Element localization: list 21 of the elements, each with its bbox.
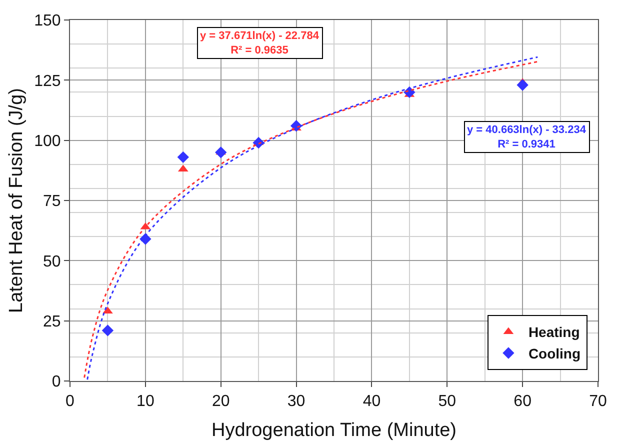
x-tick-label: 30 [287, 393, 306, 410]
x-tick-label: 70 [589, 393, 607, 410]
y-tick-label: 25 [43, 313, 61, 330]
y-axis-title: Latent Heat of Fusion (J/g) [6, 88, 27, 313]
x-tick-label: 60 [514, 393, 532, 410]
y-tick-label: 0 [52, 374, 61, 391]
x-tick-label: 20 [212, 393, 230, 410]
y-tick-label: 125 [34, 72, 61, 90]
annotation: y = 37.671ln(x) - 22.784 R² = 0.9635 [200, 30, 320, 56]
x-axis-title: Hydrogenation Time (Minute) [212, 420, 456, 441]
x-tick-label: 50 [438, 393, 456, 410]
x-tick-label: 40 [362, 393, 381, 410]
legend-label: Heating [528, 324, 580, 340]
y-tick-label: 150 [34, 12, 61, 30]
annotation: y = 40.663ln(x) - 33.234 R² = 0.9341 [467, 124, 587, 150]
legend-label: Cooling [528, 345, 581, 362]
y-tick-label: 50 [43, 253, 61, 270]
x-tick-label: 10 [136, 393, 154, 410]
y-tick-label: 100 [34, 132, 61, 150]
x-tick-label: 0 [66, 393, 75, 410]
y-tick-label: 75 [43, 193, 61, 210]
